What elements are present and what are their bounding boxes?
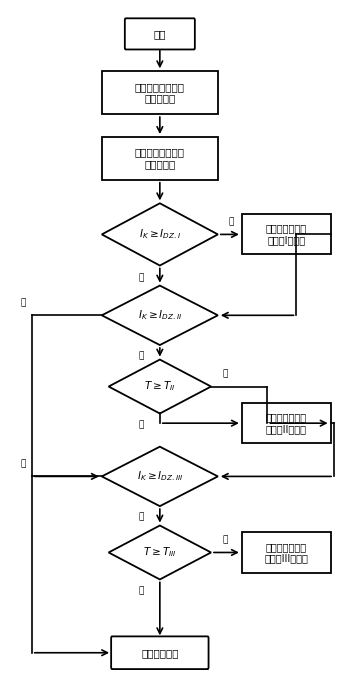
Polygon shape [109,526,211,579]
Text: 是: 是 [229,217,234,227]
Bar [242,533,331,572]
Polygon shape [109,360,211,413]
Text: 读取此刻采集的电
压电流信息: 读取此刻采集的电 压电流信息 [135,82,185,103]
Text: 是: 是 [138,420,144,429]
Text: 开始: 开始 [154,29,166,39]
Text: $I_K \geq I_{DZ.I}$: $I_K \geq I_{DZ.I}$ [139,227,181,241]
FancyBboxPatch shape [111,636,209,669]
Polygon shape [102,204,218,266]
Text: 否: 否 [222,535,227,544]
Polygon shape [102,286,218,345]
Text: 发出跳闸命令，
并报告I段动作: 发出跳闸命令， 并报告I段动作 [265,224,307,245]
Text: 发出跳闸命令，
并报告II段动作: 发出跳闸命令， 并报告II段动作 [265,413,307,434]
Polygon shape [102,447,218,506]
Text: 否: 否 [138,273,144,282]
Bar [242,403,331,443]
FancyBboxPatch shape [125,18,195,49]
Text: 计算此刻的三段保
护的整定値: 计算此刻的三段保 护的整定値 [135,148,185,169]
Text: $I_K \geq I_{DZ.II}$: $I_K \geq I_{DZ.II}$ [138,308,182,322]
Text: 跳出保护程序: 跳出保护程序 [141,648,179,658]
Text: $T \geq T_{II}$: $T \geq T_{II}$ [144,380,176,393]
Bar [102,71,218,114]
Text: $I_K \geq I_{DZ.III}$: $I_K \geq I_{DZ.III}$ [137,470,183,483]
Text: $T \geq T_{III}$: $T \geq T_{III}$ [143,546,177,560]
Text: 否: 否 [20,298,26,307]
Text: 是: 是 [138,351,144,360]
Text: 否: 否 [20,459,26,468]
Bar [102,137,218,180]
Text: 是: 是 [138,586,144,595]
Text: 是: 是 [138,513,144,522]
Bar [242,215,331,254]
Text: 否: 否 [222,369,227,378]
Text: 发出跳闸命令，
并报告III段动作: 发出跳闸命令， 并报告III段动作 [264,542,308,563]
